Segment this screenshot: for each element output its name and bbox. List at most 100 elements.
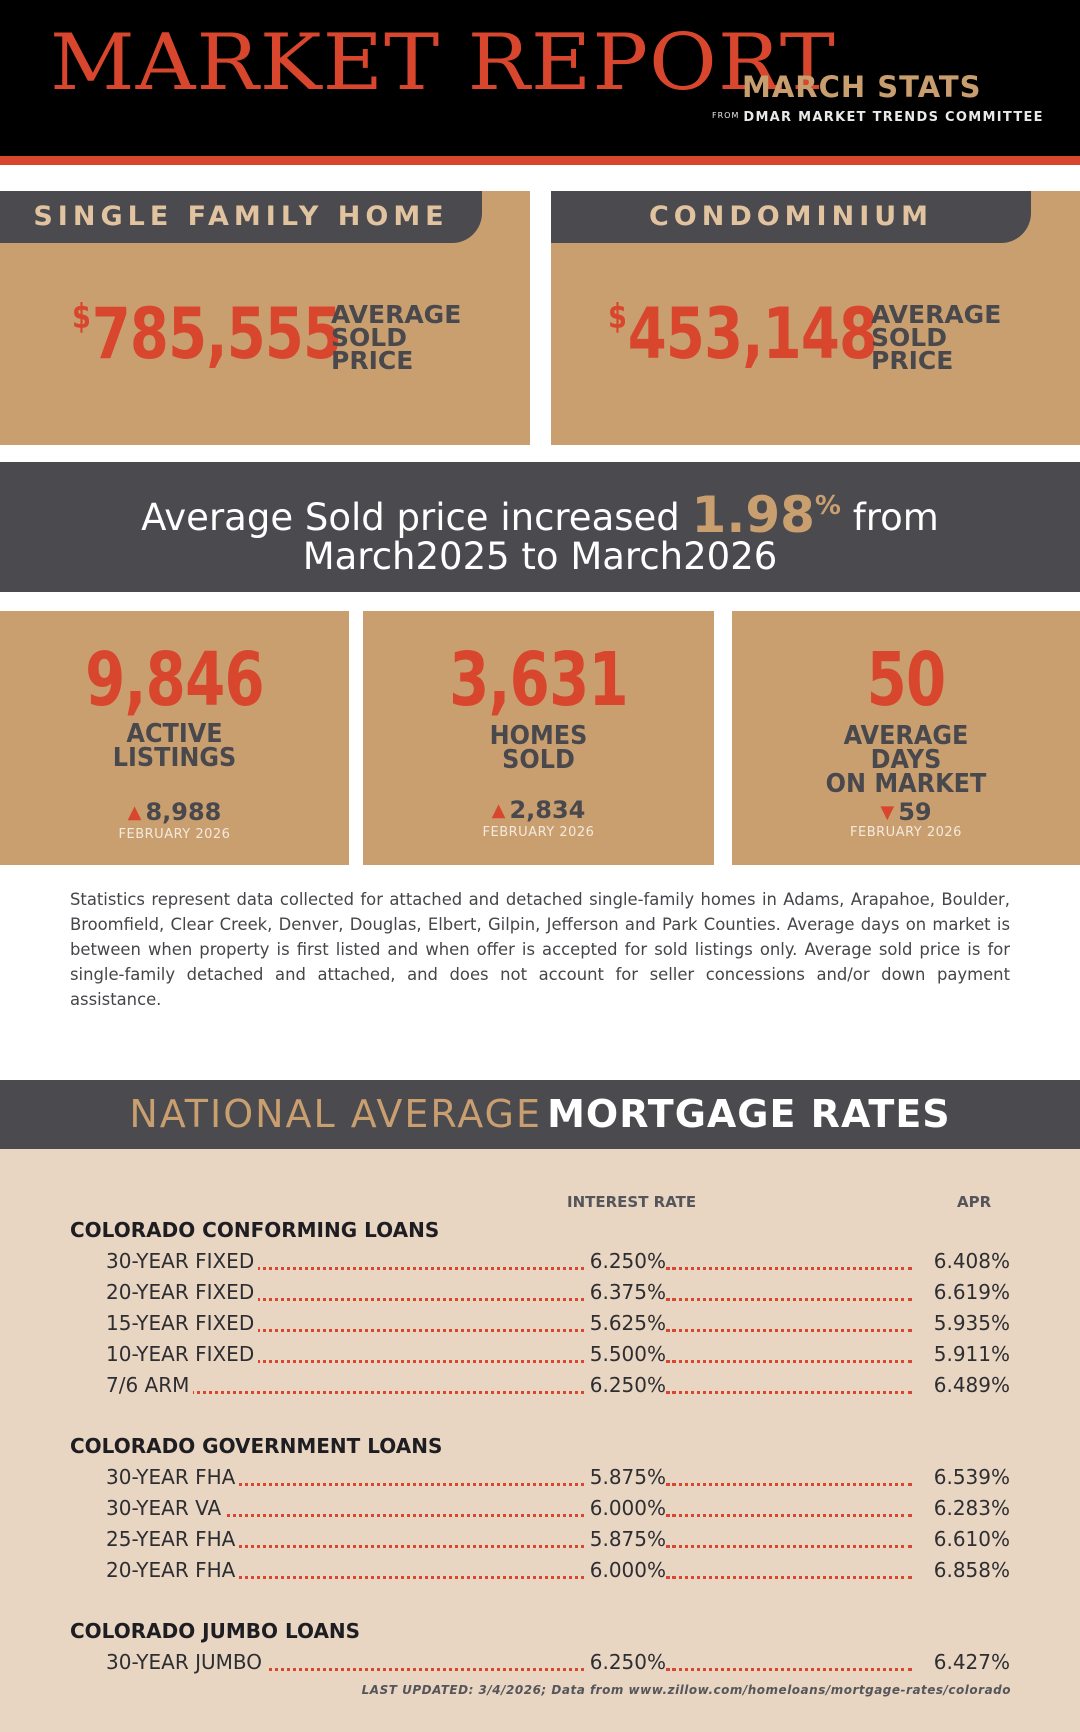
group-title: COLORADO JUMBO LOANS <box>70 1619 361 1643</box>
interest-rate: 6.375% <box>586 1280 666 1304</box>
leader-dots <box>106 1500 670 1517</box>
apr-value: 5.935% <box>930 1311 1010 1335</box>
days-on-market-value: 50 <box>866 637 947 723</box>
mortgage-rates-heading: NATIONAL AVERAGE MORTGAGE RATES <box>0 1080 1080 1149</box>
price-value: 785,555 <box>91 293 342 375</box>
header-bar <box>0 0 1080 156</box>
days-on-market-previous: ▼ 59 <box>732 800 1080 824</box>
active-listings-previous: ▲ 8,988 <box>0 800 349 824</box>
label-line: ON MARKET <box>825 769 987 799</box>
leader-dots <box>106 1253 670 1270</box>
banner-line-2: March2025 to March2026 <box>302 535 778 578</box>
loan-name: 20-YEAR FHA <box>106 1558 240 1582</box>
loan-name: 30-YEAR JUMBO <box>106 1650 266 1674</box>
loan-name: 25-YEAR FHA <box>106 1527 240 1551</box>
table-row: 30-YEAR JUMBO 6.250% 6.427% <box>106 1650 1010 1678</box>
apr-value: 6.858% <box>930 1558 1010 1582</box>
days-on-market-label: AVERAGE DAYS ON MARKET <box>746 721 1066 799</box>
percent-value: 1.98 <box>691 486 815 544</box>
label-line: AVERAGE <box>331 300 462 329</box>
active-listings-period: FEBRUARY 2026 <box>118 827 231 842</box>
label-line: SOLD <box>502 745 575 775</box>
active-listings-value: 9,846 <box>85 637 264 723</box>
apr-value: 6.489% <box>930 1373 1010 1397</box>
active-listings-label: ACTIVE LISTINGS <box>14 719 335 773</box>
label-line: ACTIVE <box>126 719 223 749</box>
single-family-price: $785,555 <box>72 297 342 369</box>
homes-sold-label: HOMES SOLD <box>377 721 700 775</box>
interest-rate-column-header: INTEREST RATE <box>567 1193 697 1211</box>
table-row: 7/6 ARM 6.250% 6.489% <box>106 1373 1010 1401</box>
label-line: AVERAGE <box>843 721 969 751</box>
previous-value: 8,988 <box>145 798 222 826</box>
leader-dots <box>672 1469 912 1486</box>
currency-symbol: $ <box>72 297 91 337</box>
label-line: PRICE <box>871 346 954 375</box>
single-family-price-label: AVERAGE SOLD PRICE <box>331 300 462 375</box>
heading-thin: NATIONAL AVERAGE <box>129 1092 543 1136</box>
interest-rate: 6.250% <box>586 1249 666 1273</box>
interest-rate: 5.500% <box>586 1342 666 1366</box>
leader-dots <box>106 1654 670 1671</box>
leader-dots <box>672 1500 912 1517</box>
down-arrow-icon: ▼ <box>880 802 895 823</box>
single-family-card: SINGLE FAMILY HOME $785,555 AVERAGE SOLD… <box>0 191 530 445</box>
leader-dots <box>106 1284 670 1301</box>
single-family-heading: SINGLE FAMILY HOME <box>0 191 482 243</box>
percent-change: 1.98% <box>692 486 841 544</box>
leader-dots <box>672 1654 912 1671</box>
apr-value: 6.283% <box>930 1496 1010 1520</box>
report-subtitle: MARCH STATS <box>742 70 982 104</box>
report-source: FROM DMAR MARKET TRENDS COMMITTEE <box>712 106 1044 125</box>
apr-value: 6.539% <box>930 1465 1010 1489</box>
label-line: AVERAGE <box>871 300 1002 329</box>
table-row: 25-YEAR FHA 5.875% 6.610% <box>106 1527 1010 1555</box>
previous-value: 2,834 <box>509 796 586 824</box>
loan-name: 30-YEAR VA <box>106 1496 226 1520</box>
banner-text: Average Sold price increased <box>141 496 692 539</box>
homes-sold-card: 3,631 HOMES SOLD ▲ 2,834 FEBRUARY 2026 <box>363 611 714 865</box>
interest-rate: 6.250% <box>586 1373 666 1397</box>
interest-rate: 5.625% <box>586 1311 666 1335</box>
apr-value: 6.619% <box>930 1280 1010 1304</box>
apr-value: 5.911% <box>930 1342 1010 1366</box>
apr-value: 6.427% <box>930 1650 1010 1674</box>
table-row: 10-YEAR FIXED 5.500% 5.911% <box>106 1342 1010 1370</box>
table-row: 30-YEAR FIXED 6.250% 6.408% <box>106 1249 1010 1277</box>
leader-dots <box>672 1315 912 1332</box>
label-line: SOLD <box>871 323 947 352</box>
group-title: COLORADO CONFORMING LOANS <box>70 1218 440 1242</box>
homes-sold-period: FEBRUARY 2026 <box>482 825 595 840</box>
homes-sold-previous: ▲ 2,834 <box>363 798 714 822</box>
leader-dots <box>106 1377 670 1394</box>
table-row: 30-YEAR VA 6.000% 6.283% <box>106 1496 1010 1524</box>
banner-text: from <box>840 496 939 539</box>
up-arrow-icon: ▲ <box>491 800 506 821</box>
previous-value: 59 <box>898 798 932 826</box>
condominium-price: $453,148 <box>608 299 878 369</box>
interest-rate: 5.875% <box>586 1527 666 1551</box>
disclaimer-text: Statistics represent data collected for … <box>70 890 1010 1009</box>
condominium-price-label: AVERAGE SOLD PRICE <box>871 300 1002 375</box>
interest-rate: 6.250% <box>586 1650 666 1674</box>
label-line: SOLD <box>331 323 407 352</box>
heading-bold: MORTGAGE RATES <box>547 1092 951 1136</box>
leader-dots <box>672 1377 912 1394</box>
table-row: 30-YEAR FHA 5.875% 6.539% <box>106 1465 1010 1493</box>
label-line: LISTINGS <box>112 743 237 773</box>
days-on-market-period: FEBRUARY 2026 <box>850 825 962 840</box>
price-value: 453,148 <box>627 293 878 375</box>
leader-dots <box>106 1469 670 1486</box>
price-change-banner: Average Sold price increased 1.98% from … <box>0 462 1080 592</box>
leader-dots <box>672 1284 912 1301</box>
loan-name: 7/6 ARM <box>106 1373 194 1397</box>
banner-line-1: Average Sold price increased 1.98% from <box>0 490 1080 540</box>
last-updated-note: LAST UPDATED: 3/4/2026; Data from www.zi… <box>361 1683 1011 1697</box>
source-org: DMAR MARKET TRENDS COMMITTEE <box>743 110 1044 125</box>
leader-dots <box>672 1253 912 1270</box>
leader-dots <box>106 1315 670 1332</box>
report-title: MARKET REPORT <box>50 18 836 108</box>
label-line: PRICE <box>331 346 414 375</box>
label-line: HOMES <box>489 721 588 751</box>
table-row: 20-YEAR FIXED 6.375% 6.619% <box>106 1280 1010 1308</box>
